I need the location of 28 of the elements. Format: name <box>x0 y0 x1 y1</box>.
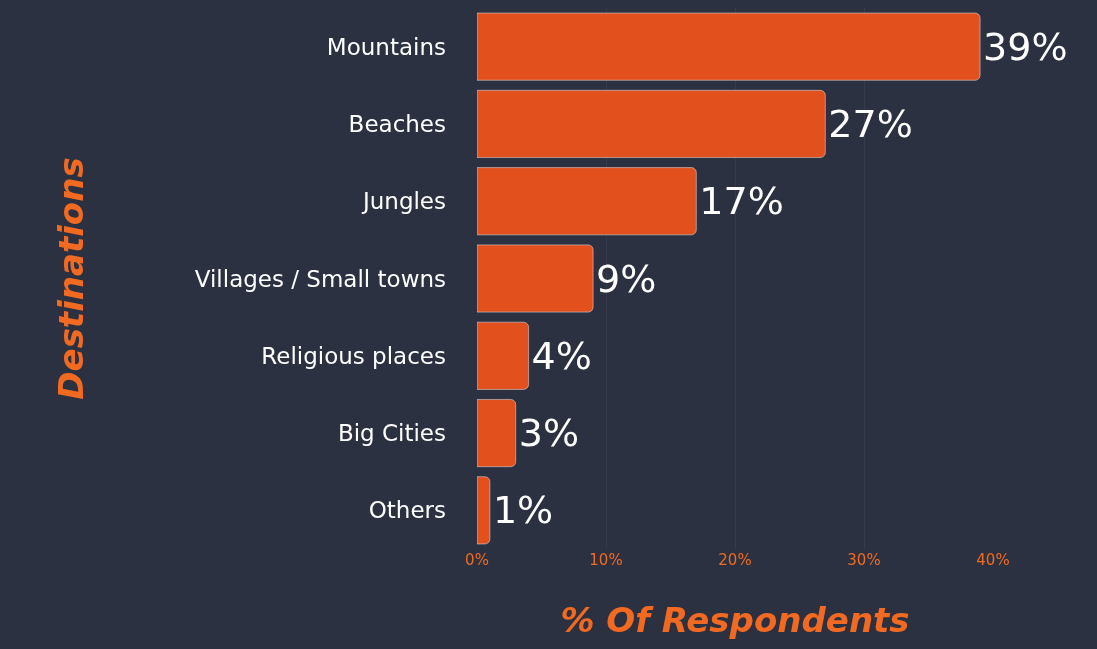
x-tick-label: 10% <box>589 551 623 569</box>
x-tick-label: 30% <box>847 551 881 569</box>
data-label: 27% <box>828 101 913 146</box>
y-tick-label: Others <box>368 497 446 524</box>
x-tick-label: 20% <box>718 551 752 569</box>
bar <box>477 90 826 158</box>
bar <box>477 167 697 236</box>
y-tick-label: Jungles <box>360 188 446 215</box>
data-label: 17% <box>699 179 784 224</box>
bar <box>477 244 594 313</box>
y-tick-label: Villages / Small towns <box>194 265 446 292</box>
data-label: 3% <box>518 411 579 456</box>
bar <box>477 321 529 390</box>
y-tick-label: Big Cities <box>337 420 446 447</box>
data-label: 4% <box>531 333 592 378</box>
y-tick-label: Mountains <box>326 33 446 60</box>
bar <box>477 476 491 545</box>
y-tick-label: Beaches <box>348 110 446 137</box>
data-label: 9% <box>596 256 657 301</box>
x-tick-label: 0% <box>465 551 489 569</box>
data-label: 39% <box>983 24 1068 69</box>
x-tick-label: 40% <box>976 551 1010 569</box>
bar <box>477 12 981 81</box>
bar <box>477 399 516 467</box>
y-axis-title: Destinations <box>51 157 92 400</box>
y-tick-label: Religious places <box>261 342 446 369</box>
data-label: 1% <box>492 488 554 533</box>
x-axis-title: % Of Respondents <box>560 600 910 641</box>
